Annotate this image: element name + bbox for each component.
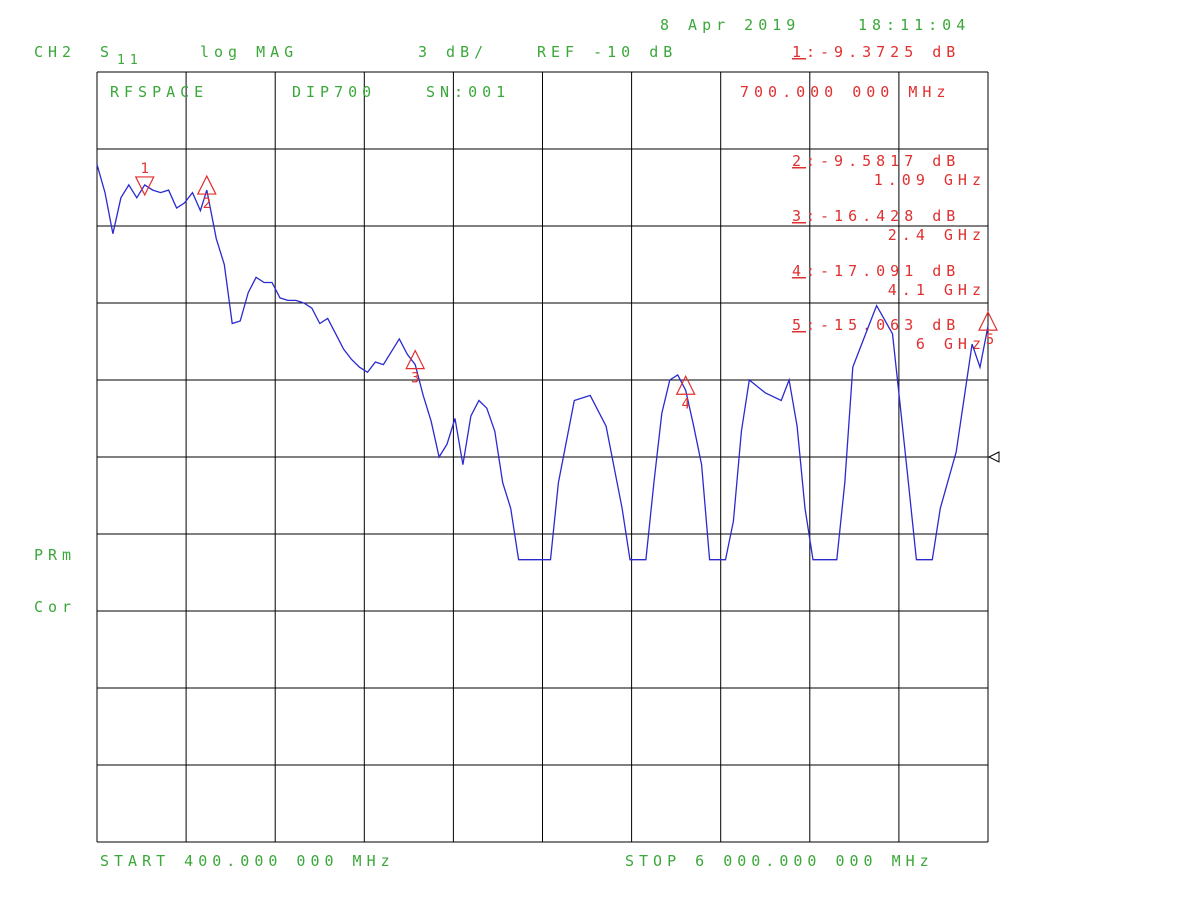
marker4-readout: 4 :-17.091 dB 4.1 GHz — [792, 262, 986, 299]
time-text: 18:11:04 — [858, 16, 970, 34]
marker-4-triangle-icon — [675, 374, 696, 395]
model-label: DIP700 — [292, 83, 376, 101]
serial-label: SN:001 — [426, 83, 510, 101]
parameter-label: S — [100, 43, 114, 61]
channel-label: CH2 — [34, 43, 76, 61]
marker2-value: :-9.5817 dB — [806, 152, 960, 170]
marker2-frequency: 1.09 GHz — [874, 171, 986, 189]
marker-5-number: 5 — [986, 332, 994, 348]
stop-frequency-label: STOP 6 000.000 000 MHz — [625, 852, 934, 870]
date-text: 8 Apr 2019 — [660, 16, 800, 34]
marker3-index: 3 — [792, 207, 806, 225]
marker5-readout: 5 :-15.063 dB 6 GHz — [792, 316, 986, 353]
side-label-cor: Cor — [34, 598, 76, 616]
marker2-index: 2 — [792, 152, 806, 170]
marker1-index: 1 — [792, 43, 806, 61]
marker5-value: :-15.063 dB — [806, 316, 960, 334]
reference-label: REF -10 dB — [537, 43, 677, 61]
marker-4-number: 4 — [681, 396, 689, 412]
marker3-readout: 3 :-16.428 dB 2.4 GHz — [792, 207, 986, 244]
marker4-index: 4 — [792, 262, 806, 280]
marker1-value: :-9.3725 dB — [806, 43, 960, 61]
parameter-subscript: 11 — [117, 53, 143, 68]
marker-1-number: 1 — [141, 161, 149, 177]
marker-3-triangle-icon — [405, 349, 426, 370]
marker3-frequency: 2.4 GHz — [888, 226, 986, 244]
side-label-prm: PRm — [34, 546, 76, 564]
s11-trace-line — [96, 164, 989, 561]
marker5-index: 5 — [792, 316, 806, 334]
marker3-value: :-16.428 dB — [806, 207, 960, 225]
marker4-frequency: 4.1 GHz — [888, 281, 986, 299]
marker-2-triangle-icon — [196, 174, 217, 195]
brand-label: RFSPACE — [110, 83, 208, 101]
marker5-frequency: 6 GHz — [916, 335, 986, 353]
marker2-readout: 2 :-9.5817 dB 1.09 GHz — [792, 152, 986, 189]
marker-5-triangle-icon — [978, 310, 998, 331]
marker4-value: :-17.091 dB — [806, 262, 960, 280]
scale-label: 3 dB/ — [418, 43, 488, 61]
marker-3-number: 3 — [411, 371, 419, 387]
reference-level-arrow-icon — [987, 451, 1000, 463]
marker-2-number: 2 — [203, 196, 211, 212]
marker-1-triangle-icon — [134, 176, 155, 197]
marker-symbols: 1 2 3 4 5 — [134, 161, 998, 412]
format-label: log MAG — [200, 43, 298, 61]
start-frequency-label: START 400.000 000 MHz — [100, 852, 395, 870]
marker1-frequency: 700.000 000 MHz — [740, 83, 950, 101]
plot-grid — [96, 71, 989, 843]
